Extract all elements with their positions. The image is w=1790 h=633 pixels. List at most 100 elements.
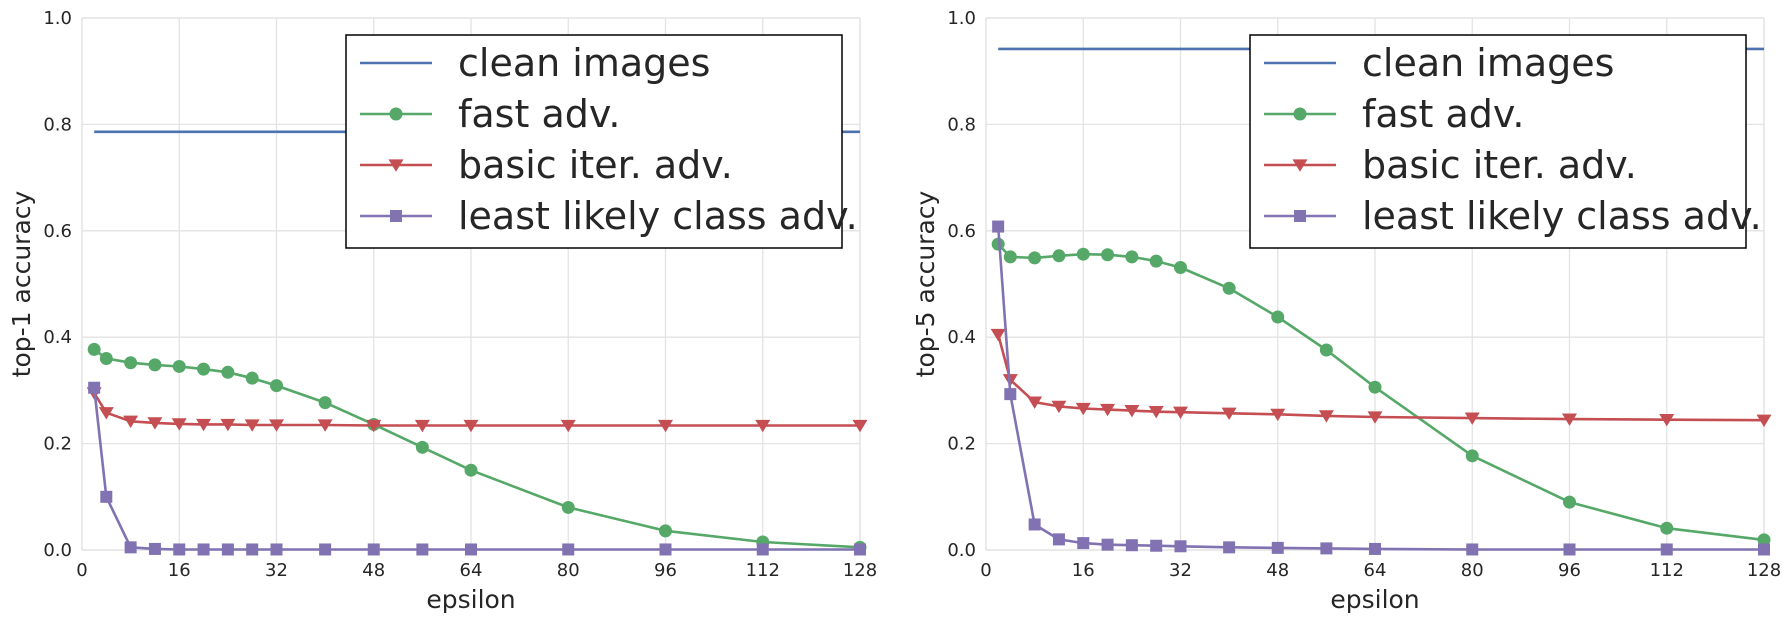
data-point-basic [269, 419, 284, 432]
data-point-fast [659, 524, 672, 538]
data-point-fast [1174, 261, 1187, 275]
data-point-fast [124, 356, 138, 370]
data-point-basic [1124, 404, 1140, 418]
data-point-least [1052, 533, 1065, 546]
legend-box [1249, 34, 1747, 249]
x-tick-label: 64 [460, 560, 483, 581]
x-tick-label: 0 [76, 560, 87, 581]
x-tick-label: 112 [746, 560, 780, 581]
x-axis-label: epsilon [1330, 585, 1419, 614]
data-point-fast [245, 371, 259, 385]
data-point-fast [1101, 248, 1115, 262]
series-basic [86, 387, 868, 433]
legend: clean images fast adv. basic iter. adv. lea… [1249, 34, 1762, 249]
data-point-basic [1148, 406, 1164, 419]
series-line-fast [93, 348, 861, 549]
data-point-fast [99, 351, 113, 365]
data-point-least [465, 543, 477, 556]
y-tick-label: 0.0 [43, 540, 72, 561]
data-point-least [173, 543, 186, 556]
x-tick-label: 32 [265, 560, 288, 581]
x-tick-label: 16 [1072, 560, 1095, 581]
data-point-basic [560, 419, 576, 433]
legend-label: clean images [1362, 41, 1614, 85]
data-point-least [270, 543, 283, 556]
data-point-fast [1757, 533, 1771, 547]
series-line-fast [997, 243, 1765, 542]
data-point-basic [463, 419, 479, 433]
data-point-least [197, 543, 210, 556]
x-tick-label: 112 [1650, 560, 1684, 581]
data-point-fast [1149, 254, 1163, 268]
data-point-fast [1076, 247, 1090, 261]
data-point-basic [1270, 408, 1286, 422]
x-tick-label: 32 [1169, 560, 1192, 581]
y-axis-label: top-1 accuracy [7, 190, 36, 377]
legend-label: least likely class adv. [458, 194, 858, 238]
data-point-least [1150, 539, 1163, 552]
data-point-fast [1319, 343, 1333, 357]
legend-entry-fast: fast adv. [1264, 92, 1524, 136]
data-point-fast [561, 500, 575, 514]
data-point-basic [317, 419, 333, 432]
y-tick-label: 0.0 [947, 540, 976, 561]
legend-marker [388, 159, 404, 172]
series-fast [991, 237, 1771, 547]
legend-marker [1293, 107, 1307, 121]
data-point-least [1028, 518, 1041, 531]
data-point-fast [464, 463, 478, 477]
chart-panel-2: 0 16 32 48 64 80 96 112 128 0.0 0.2 0.4 0.6 0.8 1.0 eps… [911, 8, 1781, 614]
data-point-fast [1222, 281, 1236, 295]
data-point-least [221, 543, 234, 556]
legend-entry-least: least likely class adv. [360, 194, 858, 238]
y-tick-label: 0.2 [43, 434, 72, 455]
data-point-least [1466, 543, 1479, 556]
data-point-least [562, 543, 575, 556]
x-tick-label: 48 [362, 560, 385, 581]
x-tick-label: 128 [1747, 560, 1781, 581]
y-tick-label: 0.2 [947, 434, 976, 455]
data-point-fast [991, 237, 1005, 251]
data-point-basic [98, 407, 114, 420]
data-point-basic [755, 419, 771, 433]
legend-label: least likely class adv. [1362, 194, 1762, 238]
data-point-basic [658, 419, 673, 433]
data-point-basic [1464, 412, 1480, 425]
data-point-basic [220, 418, 236, 432]
tick-labels: 0 16 32 48 64 80 96 112 128 0.0 0.2 0.4 0.6 0.8 1.0 [947, 8, 1781, 581]
data-point-least [1077, 537, 1090, 550]
y-tick-label: 0.4 [947, 327, 976, 348]
data-point-basic [171, 418, 187, 431]
data-point-least [319, 543, 332, 556]
data-point-fast [197, 362, 211, 376]
data-point-fast [221, 365, 235, 379]
x-tick-label: 0 [980, 560, 991, 581]
data-point-basic [1756, 414, 1772, 427]
data-point-basic [366, 419, 382, 433]
data-point-fast [1028, 251, 1042, 265]
data-point-fast [270, 379, 283, 393]
data-point-fast [1563, 495, 1576, 509]
series-fast [87, 342, 867, 554]
data-point-least [1101, 538, 1114, 551]
legend-marker [389, 107, 403, 121]
series-least [992, 220, 1770, 556]
data-point-least [1174, 540, 1187, 553]
legend-entry-clean: clean images [360, 41, 710, 85]
data-point-fast [1271, 310, 1285, 324]
data-point-least [1223, 541, 1236, 554]
y-tick-label: 1.0 [947, 8, 976, 29]
data-point-fast [1660, 521, 1674, 535]
tick-labels: 0 16 32 48 64 80 96 112 128 0.0 0.2 0.4 0.6 0.8 1.0 [43, 8, 877, 581]
data-point-least [1758, 543, 1770, 556]
y-tick-label: 0.4 [43, 327, 72, 348]
series-basic [990, 328, 1772, 427]
series-least [88, 381, 866, 556]
x-tick-label: 80 [557, 560, 580, 581]
data-point-fast [1465, 449, 1479, 463]
x-tick-label: 96 [654, 560, 677, 581]
legend-label: fast adv. [1362, 92, 1524, 136]
data-point-fast [415, 440, 429, 454]
data-point-least [1563, 543, 1576, 556]
